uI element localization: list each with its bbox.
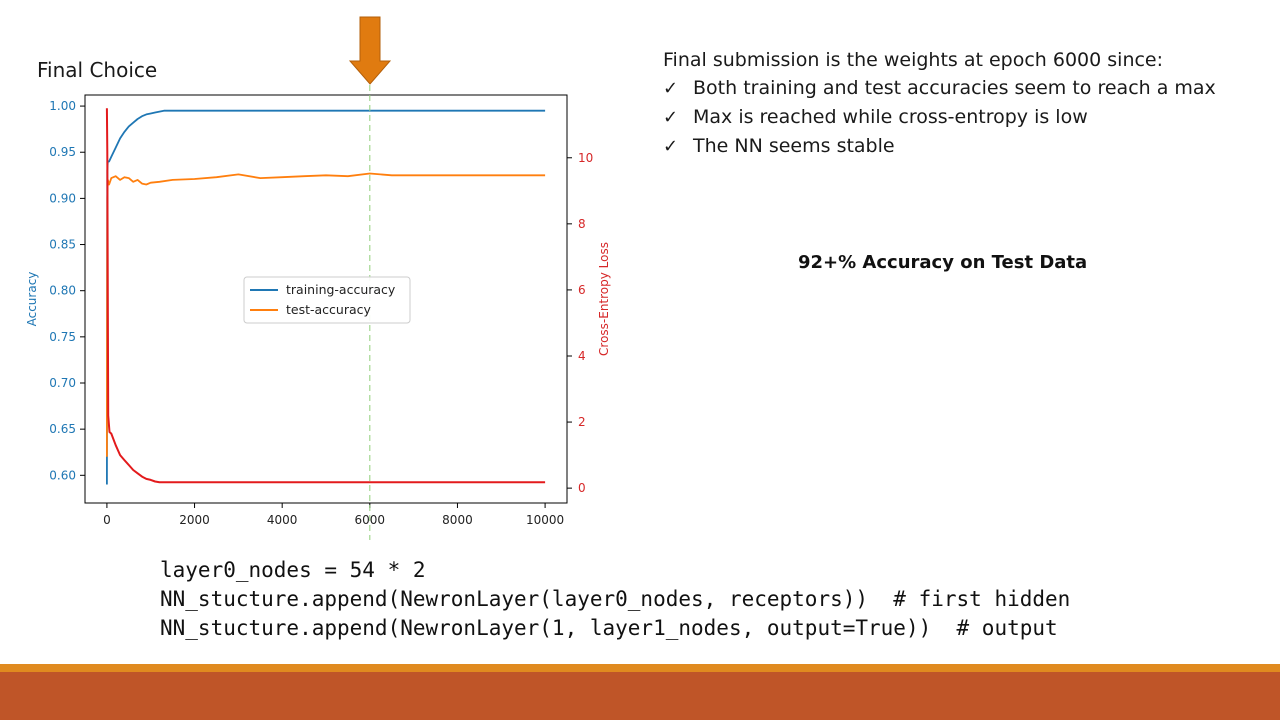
bullet-text: Max is reached while cross-entropy is lo… <box>693 106 1088 128</box>
y2-axis-label: Cross-Entropy Loss <box>597 242 611 356</box>
y-tick-label: 0.75 <box>49 330 76 344</box>
y-tick-label: 0.85 <box>49 238 76 252</box>
x-tick-label: 0 <box>103 513 111 527</box>
notes-bullet: ✓ Max is reached while cross-entropy is l… <box>663 103 1263 132</box>
legend-label: training-accuracy <box>286 282 396 297</box>
training-accuracy-line <box>106 109 546 485</box>
notes-list: ✓ Both training and test accuracies seem … <box>663 74 1263 161</box>
footer-accent-line <box>0 664 1280 672</box>
check-icon: ✓ <box>663 78 679 99</box>
slide-title: Final Choice <box>37 58 158 82</box>
legend-box <box>243 276 411 324</box>
notes-bullet: ✓ Both training and test accuracies seem … <box>663 74 1263 103</box>
code-line: NN_stucture.append(NewronLayer(layer0_no… <box>160 587 1071 611</box>
y-tick-label: 0.65 <box>49 422 76 436</box>
x-tick-label: 10000 <box>526 513 564 527</box>
y-tick-label: 0.80 <box>49 284 76 298</box>
cross-entropy-loss-line <box>105 108 546 484</box>
notes-heading: Final submission is the weights at epoch… <box>663 49 1164 71</box>
x-tick-label: 8000 <box>442 513 473 527</box>
y-tick-label: 0.95 <box>49 145 76 159</box>
bullet-text: The NN seems stable <box>693 135 895 157</box>
y2-tick-label: 6 <box>578 283 586 297</box>
accuracy-loss-chart: 0 2000 4000 6000 8000 100000.600.650.700.750.… <box>25 16 611 540</box>
notes-bullet: ✓ The NN seems stable <box>663 132 1263 161</box>
y2-tick-label: 4 <box>578 349 586 363</box>
footer-band <box>0 672 1280 720</box>
y-tick-label: 0.90 <box>49 191 76 205</box>
bullet-text: Both training and test accuracies seem t… <box>693 77 1216 99</box>
plot-frame <box>84 94 568 504</box>
y-tick-label: 0.70 <box>49 376 76 390</box>
y2-tick-label: 2 <box>578 415 586 429</box>
code-line: NN_stucture.append(NewronLayer(1, layer1… <box>160 616 1058 640</box>
y2-tick-label: 0 <box>578 481 586 495</box>
notes-panel: Final submission is the weights at epoch… <box>663 46 1263 161</box>
y2-tick-label: 10 <box>578 151 593 165</box>
y2-tick-label: 8 <box>578 217 586 231</box>
code-snippet: layer0_nodes = 54 * 2 NN_stucture.append(… <box>160 556 1070 643</box>
test-accuracy-line <box>106 172 546 457</box>
y-tick-label: 0.60 <box>49 468 76 482</box>
legend-label: test-accuracy <box>286 302 372 317</box>
check-icon: ✓ <box>663 107 679 128</box>
check-icon: ✓ <box>663 136 679 157</box>
code-line: layer0_nodes = 54 * 2 <box>160 558 426 582</box>
y-axis-label: Accuracy <box>25 272 39 327</box>
down-arrow-icon <box>348 16 392 85</box>
accuracy-highlight: 92+% Accuracy on Test Data <box>798 252 1088 273</box>
y-tick-label: 1.00 <box>49 99 76 113</box>
x-tick-label: 2000 <box>179 513 210 527</box>
x-tick-label: 4000 <box>267 513 298 527</box>
